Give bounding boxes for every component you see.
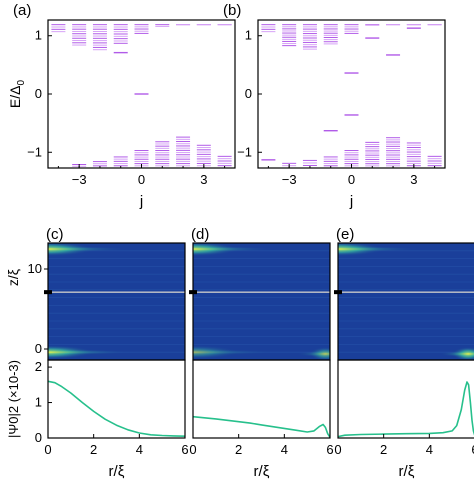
curve-series-line: [192, 415, 331, 438]
y-tick-label: 1: [35, 28, 42, 43]
y-tick-label: 0: [245, 86, 252, 101]
panel-label: (e): [336, 226, 354, 243]
heatmap-hotspot-tail: [48, 349, 131, 356]
curve-series-line: [337, 381, 474, 438]
heatmap-background: [193, 243, 330, 360]
curve-series-line: [47, 380, 186, 437]
y-tick-label: 1: [245, 28, 252, 43]
x-tick-label: 4: [426, 442, 433, 457]
plot-frame: [257, 19, 446, 169]
y-tick-label: 0: [35, 341, 42, 356]
x-tick-label: 6: [471, 442, 474, 457]
x-tick-label: 6: [326, 442, 333, 457]
x-tick-label: 0: [334, 442, 341, 457]
plot-frame: [47, 359, 186, 439]
x-tick-label: 0: [189, 442, 196, 457]
x-tick-label: 6: [181, 442, 188, 457]
heatmap-background: [48, 243, 185, 360]
y-tick-label: 10: [28, 261, 42, 276]
plot-frame: [337, 359, 474, 439]
y-axis-label: |Ψ0|2 (×10-3): [6, 360, 21, 438]
heatmap-hotspot-tail: [48, 246, 131, 253]
panel-label: (c): [46, 226, 64, 243]
heatmap-body: [338, 243, 474, 360]
x-axis-label: r/ξ: [109, 463, 125, 480]
y-axis-label: z/ξ: [5, 269, 21, 286]
x-tick-label: 0: [44, 442, 51, 457]
heatmap-body: [193, 243, 330, 360]
panel-a: −3 0 3−101(a)jE/Δ0: [7, 2, 236, 210]
panel-c-map: (c) 0 10 z/ξ: [5, 226, 186, 361]
panel-label: (a): [13, 2, 31, 19]
x-tick-label: 4: [136, 442, 143, 457]
panel-c-curve: 0 2 4 6 0 1 2 |Ψ0|2 (×10-3) r/ξ: [6, 359, 189, 480]
heatmap-hotspot-tail: [338, 246, 421, 253]
y-tick-label: −1: [237, 144, 252, 159]
x-tick-label: 2: [380, 442, 387, 457]
y-tick-label: −1: [27, 144, 42, 159]
x-tick-label: −3: [72, 172, 87, 187]
heatmap-hotspot-tail: [193, 246, 276, 253]
x-tick-label: 3: [200, 172, 207, 187]
heatmap-body: [48, 243, 185, 360]
x-axis-label: r/ξ: [254, 463, 270, 480]
panel-b: −3 0 3 −1 0 1 (b) j: [223, 2, 446, 210]
y-tick-label: 0: [35, 86, 42, 101]
y-tick-label: 0: [35, 430, 42, 445]
panel-label: (d): [191, 226, 209, 243]
x-tick-label: 4: [281, 442, 288, 457]
y-axis-label: E/Δ0: [7, 79, 27, 108]
heatmap-hotspot-tail: [193, 349, 276, 356]
x-axis-label: j: [139, 193, 143, 210]
x-tick-label: 2: [90, 442, 97, 457]
x-tick-label: 2: [235, 442, 242, 457]
x-tick-label: −3: [282, 172, 297, 187]
x-axis-label: j: [349, 193, 353, 210]
x-tick-label: 0: [348, 172, 355, 187]
heatmap-background: [338, 243, 474, 360]
panel-e-curve: 0 2 4 6 r/ξ: [334, 359, 474, 480]
y-tick-label: 2: [35, 359, 42, 374]
panel-d-map: (d): [189, 226, 331, 361]
panel-d-curve: 0 2 4 6 r/ξ: [189, 359, 334, 480]
y-axis-label-main: E/Δ: [7, 85, 23, 108]
x-axis-label: r/ξ: [399, 463, 415, 480]
panel-label: (b): [223, 2, 241, 19]
y-axis-label-subscript: 0: [16, 79, 27, 85]
heatmap-hotspot-tail: [439, 350, 474, 357]
plot-frame: [192, 359, 331, 439]
heatmap-hotspot-tail: [296, 350, 330, 357]
x-tick-label: 3: [410, 172, 417, 187]
y-tick-label: 1: [35, 395, 42, 410]
x-tick-label: 0: [138, 172, 145, 187]
panel-e-map: (e): [334, 226, 474, 361]
